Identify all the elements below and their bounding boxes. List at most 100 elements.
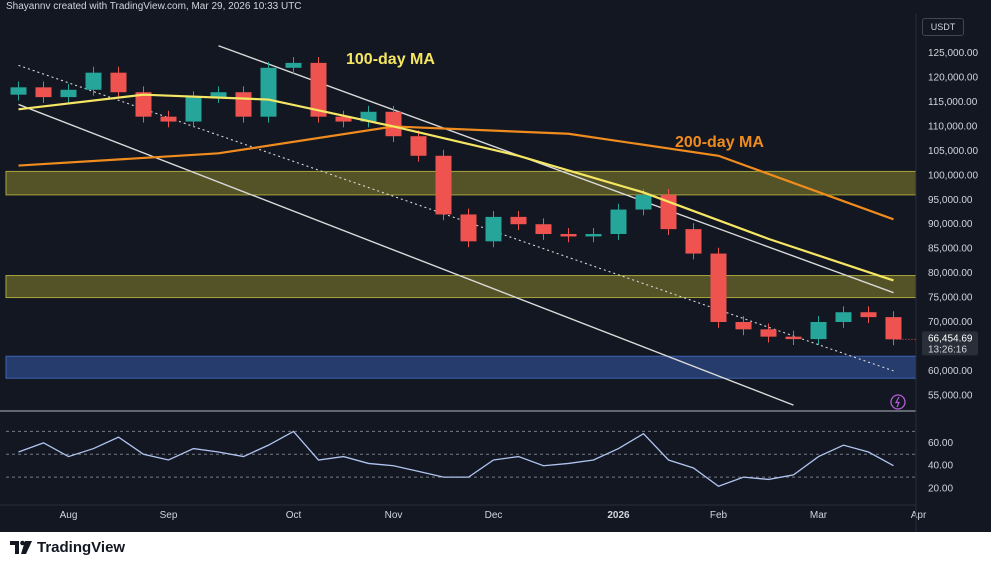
alert-icon[interactable] [890,394,906,410]
footer: TradingView [0,532,991,564]
rsi-panel: 60.00 40.00 20.00 [6,430,953,495]
candle [410,130,427,162]
candle-body [360,111,377,122]
candle [60,83,77,103]
candle-body [585,234,602,237]
candle [535,218,552,240]
currency-badge[interactable]: USDT [922,18,964,36]
channel-layer [18,45,894,406]
countdown-label: 13:26:16 [928,344,967,355]
candle-body [185,97,202,122]
candle-body [510,216,527,225]
candle [235,86,252,123]
candle-body [135,92,152,117]
channel-upper-line [218,45,894,294]
candle [810,316,827,345]
moving-averages-layer [18,93,894,282]
candle-body [335,116,352,122]
time-tick-label: 2026 [607,510,630,521]
candle-body [160,116,177,122]
candle [610,203,627,240]
candle [585,228,602,243]
price-tick-label: 125,000.00 [928,48,978,59]
candle-body [10,87,27,95]
candle [760,323,777,343]
candle-body [735,322,752,330]
candle-body [435,155,452,215]
candle-body [560,234,577,237]
price-tick-label: 100,000.00 [928,170,978,181]
candle-body [785,336,802,340]
last-price-box [922,331,978,356]
chart-attribution: Shayannv created with TradingView.com, M… [6,1,302,12]
candle [785,330,802,345]
candle-body [610,209,627,234]
price-tick-label: 75,000.00 [928,293,973,304]
candle [135,86,152,123]
candle-body [385,111,402,137]
candle [460,208,477,248]
candle-body [635,194,652,210]
tradingview-logo-icon [10,540,32,554]
candle [110,66,127,99]
candle-body [485,216,502,242]
rsi-line [18,430,894,488]
ma100-line [18,93,894,282]
time-tick-label: Apr [911,510,927,521]
time-tick-label: Aug [60,510,78,521]
candle [835,306,852,328]
price-tick-label: 120,000.00 [928,73,978,84]
price-tick-label: 95,000.00 [928,195,973,206]
candle [885,311,902,346]
candle [335,110,352,128]
candle-body [35,87,52,98]
support-zone [5,355,917,379]
candle [710,247,727,328]
time-tick-label: Nov [385,510,403,521]
tradingview-logo[interactable]: TradingView [10,538,125,556]
candle [435,149,452,221]
time-tick-label: Dec [485,510,503,521]
candle-body [860,312,877,318]
rsi-tick-label: 20.00 [928,484,953,495]
candle [160,110,177,128]
price-tick-label: 80,000.00 [928,268,973,279]
time-tick-label: Feb [710,510,728,521]
price-tick-label: 110,000.00 [928,121,978,132]
candle [285,57,302,74]
price-tick-label: 90,000.00 [928,219,973,230]
candle-body [85,72,102,90]
candles-layer [10,57,902,346]
candle-body [760,329,777,337]
price-tick-label: 105,000.00 [928,146,978,157]
ma100-label: 100-day MA [346,51,435,68]
candle-body [110,72,127,93]
candle [485,211,502,248]
channel-lower-line [18,103,794,406]
candle [10,81,27,101]
candle-body [685,229,702,254]
time-tick-label: Sep [160,510,178,521]
price-tick-label: 85,000.00 [928,244,973,255]
candle-body [60,89,77,98]
price-chart[interactable]: 125,000.00 120,000.00 115,000.00 110,000.00… [0,0,991,532]
candle-body [210,92,227,98]
price-tick-label: 115,000.00 [928,97,978,108]
candle [860,306,877,323]
rsi-tick-label: 60.00 [928,438,953,449]
candle [210,86,227,103]
candle-body [235,92,252,117]
candle-body [810,322,827,340]
candle-body [285,62,302,68]
candle [360,105,377,128]
resistance-zone [5,170,917,196]
candle [385,105,402,143]
candle-body [835,312,852,322]
price-tick-label: 55,000.00 [928,390,973,401]
candle [35,81,52,103]
candle [510,211,527,231]
resistance-zone [5,275,917,299]
ma200-line [18,125,894,221]
candle-body [885,317,902,340]
brand-name: TradingView [37,538,126,556]
